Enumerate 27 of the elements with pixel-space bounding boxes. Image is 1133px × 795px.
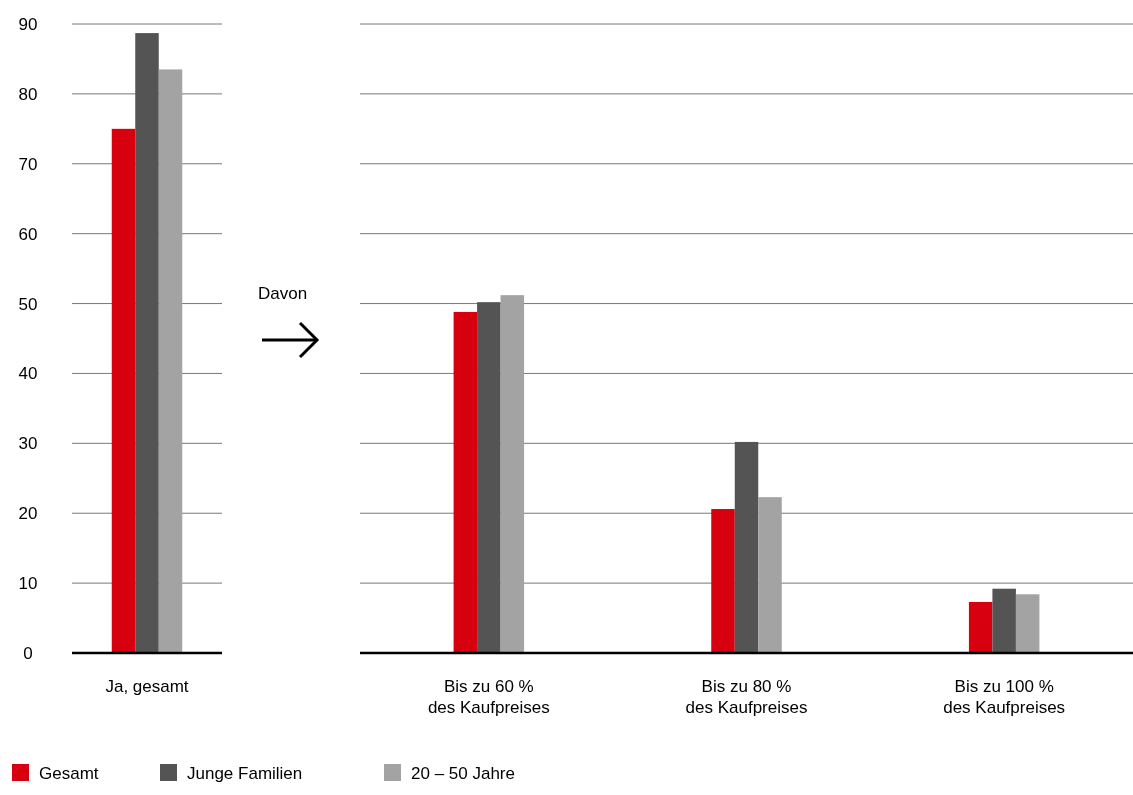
y-tick-label: 40 <box>18 364 38 384</box>
y-tick-label: 0 <box>23 643 33 663</box>
legend-label: Junge Familien <box>187 763 303 783</box>
y-tick-label: 70 <box>18 154 38 174</box>
legend-label: 20 – 50 Jahre <box>411 763 515 783</box>
bar <box>711 509 735 653</box>
bar <box>992 588 1016 653</box>
bar <box>111 128 136 653</box>
bar <box>453 311 478 653</box>
bar <box>968 601 993 653</box>
x-tick-label: Ja, gesamt <box>105 677 189 696</box>
bar <box>1015 594 1040 653</box>
legend-label: Gesamt <box>39 763 99 783</box>
x-tick-label: Bis zu 80 % des Kaufpreises <box>685 677 808 717</box>
y-tick-label: 80 <box>18 84 38 104</box>
bar <box>500 295 525 653</box>
x-tick-label: Bis zu 60 % des Kaufpreises <box>427 677 550 717</box>
y-tick-label: 30 <box>18 434 38 454</box>
y-tick-label: 60 <box>18 224 38 244</box>
x-tick-label: Bis zu 100 % des Kaufpreises <box>943 677 1066 717</box>
bar <box>158 69 183 653</box>
bar <box>758 497 782 653</box>
y-tick-label: 90 <box>18 14 38 34</box>
text: Davon <box>258 284 308 303</box>
y-tick-label: 20 <box>18 504 38 524</box>
y-tick-label: 50 <box>18 294 38 314</box>
y-tick-label: 10 <box>18 574 38 594</box>
